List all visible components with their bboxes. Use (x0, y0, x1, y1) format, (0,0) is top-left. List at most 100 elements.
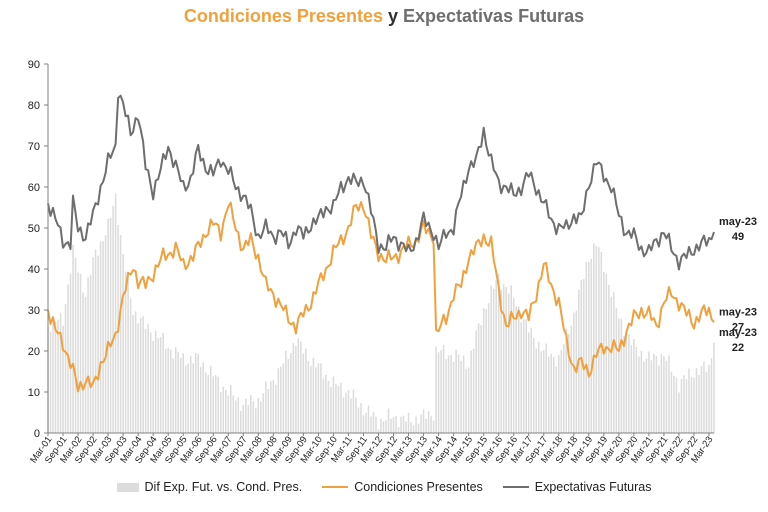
bar-diferencia (700, 365, 703, 433)
bar-diferencia (162, 333, 164, 433)
bar-diferencia (580, 279, 583, 433)
bar-diferencia (693, 377, 695, 433)
bar-diferencia (563, 344, 565, 433)
bar-diferencia (167, 347, 169, 433)
bar-diferencia (415, 416, 417, 433)
bar-diferencia (245, 398, 247, 433)
bar-diferencia (610, 296, 613, 433)
bar-diferencia (583, 279, 585, 433)
bar-diferencia (59, 313, 62, 433)
y-tick-label: 10 (28, 387, 40, 399)
bar-diferencia (412, 425, 415, 433)
bar-diferencia (670, 371, 673, 433)
bar-diferencia (447, 355, 450, 433)
bar-diferencia (618, 318, 620, 433)
bar-diferencia (525, 319, 527, 433)
bar-diferencia (204, 372, 207, 433)
bar-diferencia (307, 361, 310, 433)
bar-diferencia (600, 252, 603, 433)
bar-diferencia (69, 273, 72, 433)
bar-diferencia (134, 311, 137, 433)
bar-diferencia (219, 392, 222, 433)
bar-diferencia (400, 416, 402, 433)
bar-diferencia (257, 398, 260, 433)
bar-diferencia (487, 303, 490, 433)
bar-diferencia (287, 359, 290, 433)
bar-diferencia (282, 363, 285, 433)
bar-diferencia (665, 360, 668, 433)
bar-diferencia (82, 292, 84, 433)
bar-diferencia (452, 361, 455, 433)
bar-diferencia (230, 385, 232, 433)
bar-diferencia (390, 418, 392, 433)
title-connector: y (387, 6, 398, 26)
bar-diferencia (62, 325, 64, 433)
bar-diferencia (683, 375, 685, 433)
bar-diferencia (237, 397, 240, 433)
bar-diferencia (72, 244, 74, 433)
bar-diferencia (217, 376, 220, 433)
bar-diferencia (187, 363, 189, 433)
bar-diferencia (317, 363, 320, 433)
bar-diferencia (547, 356, 550, 433)
bar-diferencia (623, 336, 625, 433)
bar-diferencia (650, 360, 653, 433)
bar-diferencia (172, 358, 174, 433)
bar-diferencia (593, 243, 595, 433)
bar-diferencia (673, 375, 675, 433)
bar-diferencia (595, 246, 598, 433)
bar-diferencia (633, 338, 635, 433)
bar-diferencia (94, 249, 97, 433)
end-label-value: 27 (732, 321, 744, 333)
bar-diferencia (598, 247, 600, 433)
bar-diferencia (232, 395, 235, 433)
bar-diferencia (663, 356, 665, 433)
bar-diferencia (74, 257, 77, 433)
bar-diferencia (352, 389, 355, 433)
bar-diferencia (420, 414, 422, 433)
legend-label-diferencia: Dif Exp. Fut. vs. Cond. Pres. (144, 480, 303, 494)
bar-diferencia (698, 374, 700, 433)
legend-label-presentes: Condiciones Presentes (354, 480, 483, 494)
bar-diferencia (485, 309, 487, 433)
bar-diferencia (517, 306, 520, 433)
bar-diferencia (497, 273, 500, 433)
bar-diferencia (340, 382, 342, 433)
bar-diferencia (425, 418, 427, 433)
bar-diferencia (330, 387, 332, 433)
bar-diferencia (235, 400, 237, 433)
bar-diferencia (710, 358, 713, 433)
bar-diferencia (280, 366, 282, 433)
bar-diferencia (550, 354, 553, 433)
bar-diferencia (382, 421, 385, 433)
bar-diferencia (179, 358, 182, 433)
bar-diferencia (442, 345, 445, 433)
bar-diferencia (182, 353, 184, 433)
y-tick-label: 90 (28, 59, 40, 71)
bar-diferencia (132, 315, 134, 433)
bar-diferencia (129, 298, 132, 433)
bar-diferencia (315, 367, 317, 433)
bar-diferencia (310, 365, 312, 433)
bar-diferencia (207, 375, 210, 433)
bar-diferencia (495, 280, 497, 433)
bar-diferencia (465, 368, 467, 433)
bar-diferencia (327, 381, 330, 433)
bar-diferencia (437, 352, 440, 433)
bar-diferencia (460, 360, 462, 433)
bar-diferencia (585, 262, 588, 433)
y-tick-label: 20 (28, 346, 40, 358)
bar-diferencia (347, 390, 350, 433)
bar-diferencia (535, 348, 538, 433)
bar-diferencia (658, 365, 660, 433)
bar-diferencia (214, 375, 217, 433)
bar-diferencia (109, 218, 112, 433)
bar-diferencia (362, 415, 365, 433)
bar-diferencia (64, 304, 67, 433)
bar-diferencia (124, 271, 127, 433)
y-tick-label: 70 (28, 141, 40, 153)
bar-diferencia (84, 296, 87, 433)
bar-diferencia (530, 327, 532, 433)
bar-diferencia (457, 354, 460, 433)
